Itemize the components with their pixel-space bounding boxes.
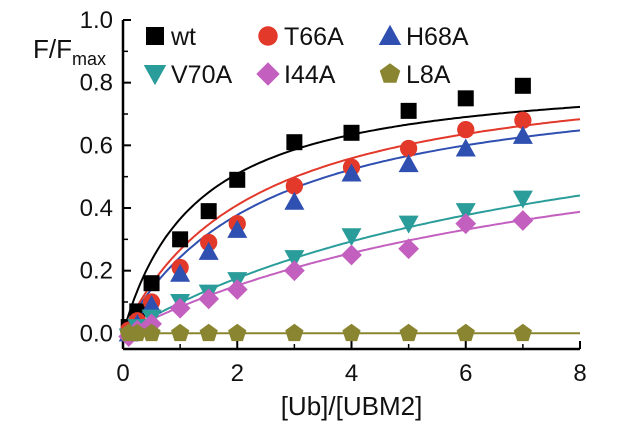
data-point-wt — [200, 203, 217, 220]
y-tick-label: 0.4 — [80, 195, 113, 222]
data-point-l8a — [142, 323, 161, 342]
fit-curve-wt — [122, 105, 581, 334]
legend-marker-l8a — [379, 63, 401, 83]
data-point-h68a — [512, 125, 533, 144]
data-point-l8a — [456, 323, 475, 342]
x-tick-label: 4 — [345, 360, 358, 387]
data-point-v70a — [455, 203, 476, 222]
y-tick-label: 0.8 — [80, 70, 113, 97]
y-tick-label: 0.0 — [80, 320, 113, 347]
data-point-v70a — [284, 250, 305, 269]
legend-label-h68a: H68A — [406, 23, 469, 51]
data-point-i44a — [341, 244, 362, 266]
axes: 0 2 4 6 8 0.0 0.2 0.4 0.6 0.8 1.0 — [80, 7, 587, 387]
data-point-l8a — [199, 323, 218, 342]
data-point-h68a — [170, 263, 191, 282]
legend-marker-h68a — [378, 24, 402, 45]
x-tick-label: 0 — [116, 360, 129, 387]
data-point-i44a — [226, 279, 248, 300]
fit-curves — [122, 105, 581, 335]
legend-label-v70a: V70A — [171, 61, 232, 89]
y-tick-label: 1.0 — [80, 7, 113, 34]
y-tick-label: 0.6 — [80, 132, 113, 159]
legend-marker-i44a — [256, 62, 280, 86]
x-tick-label: 2 — [231, 360, 244, 387]
data-point-t66a — [285, 177, 304, 195]
data-point-l8a — [228, 323, 247, 342]
legend-marker-v70a — [143, 65, 167, 86]
data-points — [118, 77, 534, 347]
y-tick-label: 0.2 — [80, 258, 113, 285]
data-point-i44a — [512, 210, 534, 231]
data-point-i44a — [398, 238, 420, 260]
data-point-h68a — [198, 241, 219, 260]
x-tick-label: 6 — [459, 360, 472, 387]
fit-curve-t66a — [122, 118, 581, 334]
data-point-wt — [286, 134, 303, 151]
x-tick-label: 8 — [573, 360, 586, 387]
data-point-h68a — [455, 138, 476, 157]
legend: wt T66A H68A V70A I44A L8A — [143, 23, 469, 89]
legend-marker-t66a — [258, 26, 278, 46]
y-axis-title-subscript: max — [72, 49, 106, 69]
data-point-l8a — [342, 323, 361, 342]
legend-label-l8a: L8A — [406, 61, 451, 89]
data-point-wt — [229, 171, 246, 188]
data-point-l8a — [513, 323, 532, 342]
data-point-t66a — [399, 139, 418, 158]
data-point-i44a — [283, 260, 305, 282]
data-point-v70a — [512, 190, 533, 209]
data-point-l8a — [285, 323, 304, 342]
data-point-i44a — [198, 288, 220, 310]
data-point-wt — [172, 231, 189, 248]
x-ticks: 0 2 4 6 8 — [116, 341, 587, 387]
y-ticks: 0.0 0.2 0.4 0.6 0.8 1.0 — [80, 7, 131, 347]
legend-label-wt: wt — [170, 23, 196, 51]
data-point-h68a — [284, 191, 305, 210]
data-point-wt — [514, 77, 531, 94]
y-axis-title-main: F/F — [33, 34, 72, 64]
data-point-l8a — [128, 323, 147, 342]
legend-marker-wt — [146, 27, 164, 45]
data-point-h68a — [398, 154, 419, 173]
data-point-wt — [143, 275, 160, 292]
data-point-i44a — [455, 213, 477, 235]
data-point-wt — [343, 124, 360, 141]
data-point-i44a — [169, 297, 191, 319]
data-point-v70a — [341, 228, 362, 247]
data-point-h68a — [141, 295, 162, 314]
data-point-wt — [400, 102, 417, 119]
data-point-l8a — [399, 323, 418, 342]
legend-label-t66a: T66A — [284, 23, 344, 51]
data-point-v70a — [398, 215, 419, 234]
x-axis-title: [Ub]/[UBM2] — [281, 391, 423, 421]
data-point-t66a — [457, 121, 475, 139]
y-axis-title: F/Fmax — [33, 34, 106, 69]
data-point-h68a — [227, 219, 248, 238]
data-point-h68a — [341, 163, 362, 182]
data-point-l8a — [171, 323, 190, 342]
legend-label-i44a: I44A — [284, 61, 336, 89]
data-point-t66a — [514, 111, 532, 129]
data-point-wt — [457, 90, 474, 107]
